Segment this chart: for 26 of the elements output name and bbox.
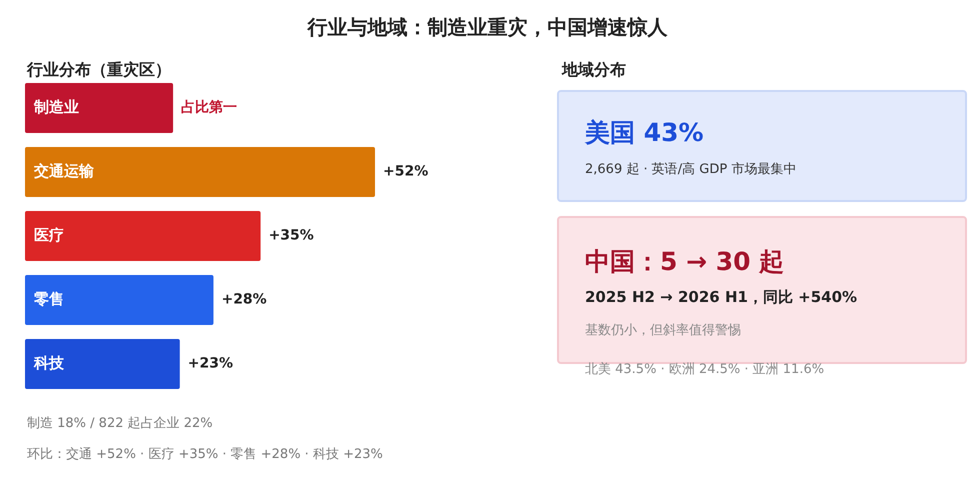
data-label: +23% [188,356,234,372]
text: 中国：5 → 30 起 [585,246,784,278]
bar [25,339,180,389]
text: 基数仍小，但斜率值得警惕 [585,322,741,339]
data-label: +52% [383,164,428,180]
y-tick-label: 科技 [33,354,65,372]
bar [25,83,174,133]
data-label: +35% [268,228,314,244]
text: 行业与地域：制造业重灾，中国增速惊人 [306,14,668,41]
bar [25,275,214,325]
data-label: +28% [221,292,267,308]
text: 美国 43% [585,117,704,149]
text: 制造 18% / 822 起占企业 22% [27,415,213,432]
bar [25,147,375,197]
data-label: 占比第一 [181,100,238,116]
y-tick-label: 零售 [34,290,64,308]
y-tick-label: 制造业 [33,98,79,116]
y-tick-label: 医疗 [34,226,64,244]
text: 2,669 起 · 英语/高 GDP 市场最集中 [585,161,796,178]
chart-subtitle: 行业分布（重灾区） [27,60,171,81]
text: 北美 43.5% · 欧洲 24.5% · 亚洲 11.6% [585,361,824,378]
text: 环比：交通 +52% · 医疗 +35% · 零售 +28% · 科技 +23% [27,446,383,463]
text: 地域分布 [562,60,626,81]
y-tick-label: 交通运输 [33,162,95,180]
bar [25,211,261,261]
text: 2025 H2 → 2026 H1，同比 +540% [585,288,858,307]
